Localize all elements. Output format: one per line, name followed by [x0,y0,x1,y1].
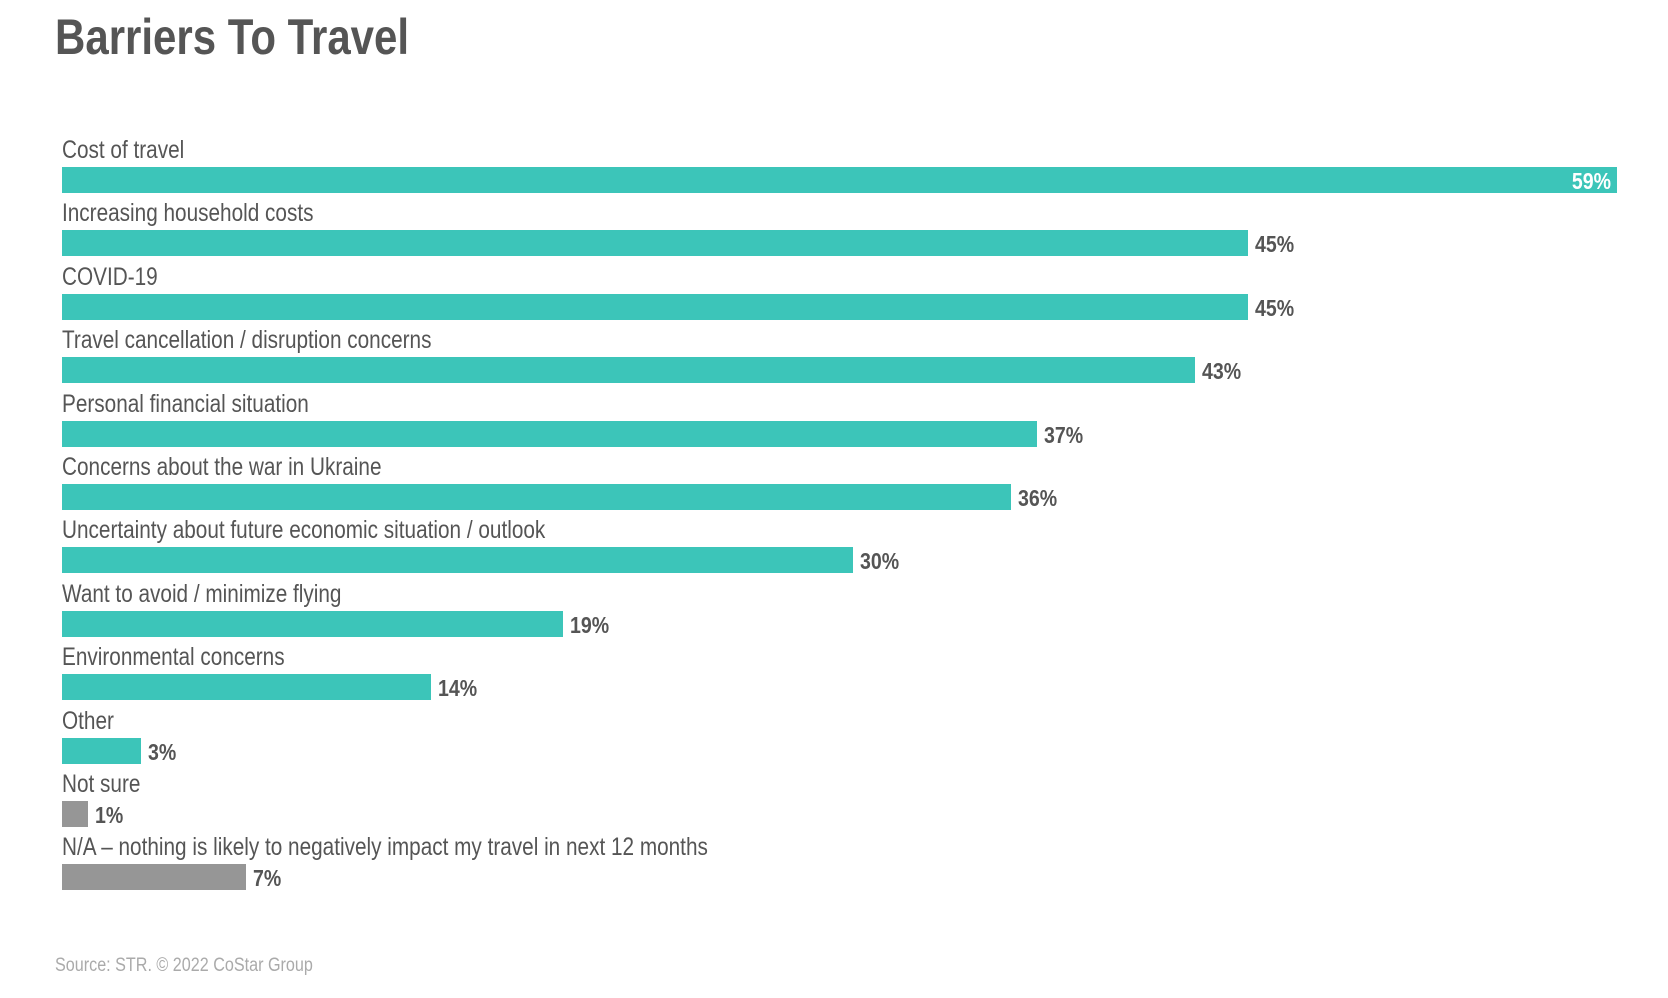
bar [62,801,89,827]
data-label: 43% [1202,358,1242,385]
data-label: 14% [437,675,478,702]
category-label: Uncertainty about future economic situat… [62,516,546,545]
data-label: 36% [1017,485,1057,511]
data-label: 59% [1571,168,1611,194]
data-label: 45% [1255,294,1295,321]
bar [62,167,1617,193]
category-label: Increasing household costs [62,199,314,228]
data-label: 19% [569,611,609,638]
bar [62,420,1038,447]
data-label: 45% [1255,231,1295,258]
bar [62,293,1249,320]
category-label: Want to avoid / minimize flying [62,579,342,608]
category-label: Cost of travel [62,136,185,164]
data-label: 37% [1044,421,1084,448]
bar [62,674,431,701]
bar [62,610,563,637]
data-label: 1% [95,802,124,828]
data-label: 3% [148,738,177,765]
bar [62,864,247,891]
bar [62,484,1011,510]
data-label: 30% [859,548,899,575]
category-label: Not sure [62,770,141,798]
category-label: Other [62,706,114,735]
category-label: Environmental concerns [62,643,285,672]
data-label: 7% [253,865,282,892]
bar [62,230,1249,257]
chart-title: Barriers To Travel [55,9,410,65]
bar [62,357,1196,384]
bar [62,547,853,574]
category-label: N/A – nothing is likely to negatively im… [62,833,708,862]
category-label: Concerns about the war in Ukraine [62,453,382,481]
source-note: Source: STR. © 2022 CoStar Group [55,955,313,976]
category-label: Personal financial situation [62,389,309,418]
bar [62,737,142,764]
category-label: COVID-19 [62,262,158,291]
category-label: Travel cancellation / disruption concern… [62,326,432,355]
